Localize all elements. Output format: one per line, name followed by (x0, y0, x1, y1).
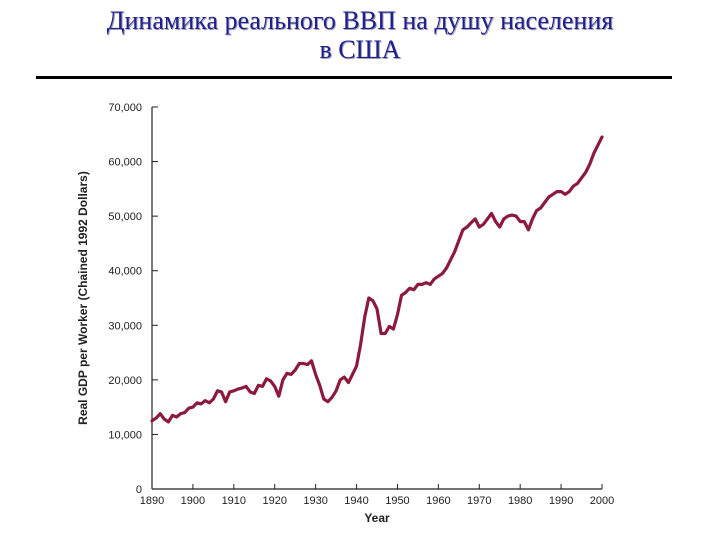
x-tick-label: 1990 (549, 495, 573, 507)
chart-axes (151, 107, 602, 490)
y-tick-label: 60,000 (108, 157, 142, 169)
series-points (150, 135, 604, 424)
y-tick-label: 30,000 (108, 320, 142, 332)
x-tick-label: 1890 (140, 495, 164, 507)
y-tick-label: 70,000 (108, 102, 142, 114)
series-line-gdp-per-worker (150, 135, 604, 424)
y-tick-label: 10,000 (108, 429, 142, 441)
x-tick-label: 1970 (467, 495, 491, 507)
x-tick-label: 1930 (303, 495, 327, 507)
x-tick-label: 1960 (426, 495, 450, 507)
y-tick-label: 0 (136, 484, 142, 496)
y-tick-label: 40,000 (108, 266, 142, 278)
x-tick-label: 1910 (222, 495, 246, 507)
x-tick-label: 2000 (590, 495, 614, 507)
slide-title-line-2: в США (319, 35, 401, 64)
y-axis-ticks: 0 10,000 20,000 30,000 40,000 50,000 60,000 70,… (108, 102, 158, 496)
x-tick-label: 1940 (344, 495, 368, 507)
x-tick-label: 1950 (385, 495, 409, 507)
y-axis-title: Real GDP per Worker (Chained 1992 Dollar… (76, 171, 90, 425)
y-tick-label: 20,000 (108, 375, 142, 387)
slide-title-line-1: Динамика реального ВВП на душу населения (106, 6, 614, 35)
title-divider (36, 76, 672, 79)
x-tick-label: 1920 (262, 495, 286, 507)
x-axis-title: Year (364, 511, 390, 525)
slide-title: Динамика реального ВВП на душу населения… (0, 6, 720, 64)
x-axis-ticks: 1890 1900 1910 1920 1930 1940 1950 1960 1970 1980… (140, 484, 614, 507)
x-tick-label: 1980 (508, 495, 532, 507)
x-tick-label: 1900 (181, 495, 205, 507)
y-tick-label: 50,000 (108, 211, 142, 223)
